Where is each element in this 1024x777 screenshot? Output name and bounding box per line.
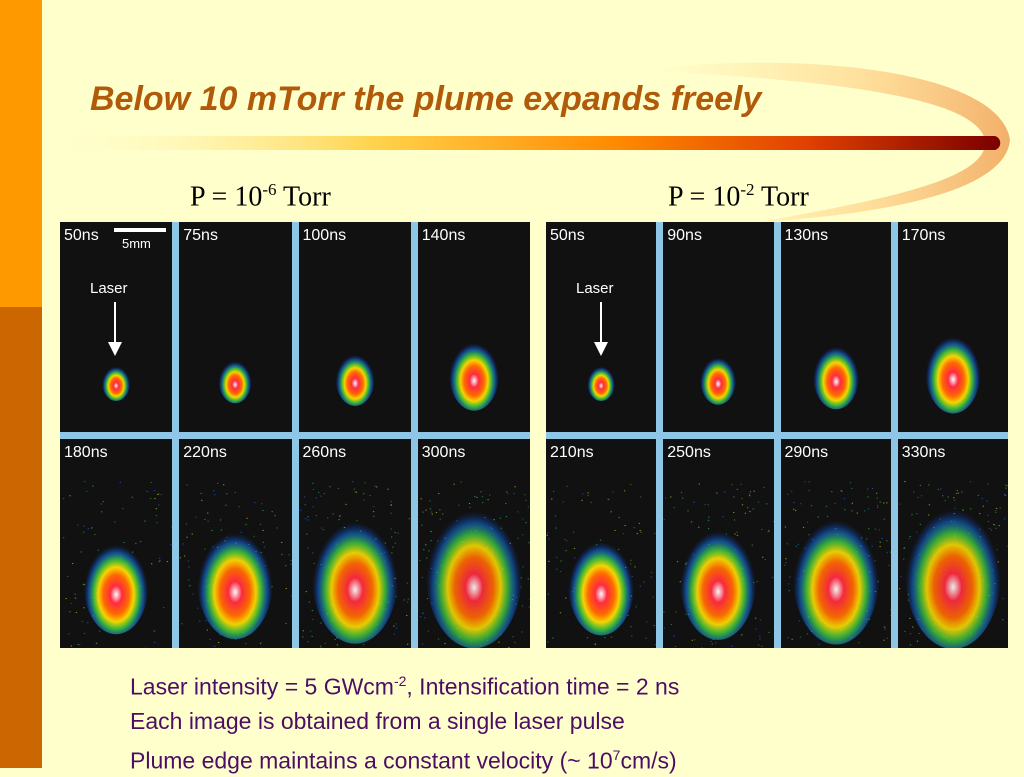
time-label: 290ns: [785, 444, 829, 462]
plume-image-panel: 210ns: [546, 439, 656, 649]
sidebar-accent-bottom: [0, 307, 42, 768]
plume-emission-image: [546, 439, 656, 649]
plume-emission-image: [60, 439, 172, 649]
time-label: 250ns: [667, 444, 711, 462]
time-label: 75ns: [183, 227, 218, 245]
laser-label: Laser: [90, 280, 128, 297]
plume-image-panel: 100ns: [299, 222, 411, 432]
time-label: 220ns: [183, 444, 227, 462]
arrow-down-icon: [102, 302, 128, 356]
plume-image-panel: 330ns: [898, 439, 1008, 649]
time-label: 140ns: [422, 227, 466, 245]
plume-emission-image: [663, 222, 773, 432]
plume-emission-image: [299, 439, 411, 649]
time-label: 130ns: [785, 227, 829, 245]
slide-title: Below 10 mTorr the plume expands freely: [90, 80, 761, 119]
plume-emission-image: [179, 222, 291, 432]
arrow-down-icon: [588, 302, 614, 356]
plume-image-panel: 140ns: [418, 222, 530, 432]
scale-bar-label: 5mm: [122, 236, 151, 251]
plume-emission-image: [299, 222, 411, 432]
plume-image-panel: 50ns Laser 5mm: [60, 222, 172, 432]
image-grid-high-pressure: 50ns Laser 90ns 130ns 170ns 210ns 250ns 290ns 33…: [546, 222, 1008, 648]
plume-image-panel: 75ns: [179, 222, 291, 432]
laser-label: Laser: [576, 280, 614, 297]
plume-image-panel: 220ns: [179, 439, 291, 649]
time-label: 260ns: [303, 444, 347, 462]
plume-image-panel: 50ns Laser: [546, 222, 656, 432]
captions: Laser intensity = 5 GWcm-2, Intensificat…: [130, 664, 679, 777]
time-label: 50ns: [64, 227, 99, 245]
plume-image-panel: 300ns: [418, 439, 530, 649]
caption-line-3: Plume edge maintains a constant velocity…: [130, 738, 679, 777]
time-label: 90ns: [667, 227, 702, 245]
plume-image-panel: 250ns: [663, 439, 773, 649]
time-label: 330ns: [902, 444, 946, 462]
time-label: 100ns: [303, 227, 347, 245]
plume-emission-image: [418, 439, 530, 649]
plume-image-panel: 260ns: [299, 439, 411, 649]
plume-emission-image: [898, 439, 1008, 649]
image-grid-low-pressure: 50ns Laser 5mm 75ns 100ns 140ns 180ns 220ns 260n…: [60, 222, 530, 648]
plume-image-panel: 180ns: [60, 439, 172, 649]
scale-bar-line: [114, 228, 166, 232]
time-label: 170ns: [902, 227, 946, 245]
time-label: 180ns: [64, 444, 108, 462]
plume-emission-image: [781, 222, 891, 432]
time-label: 300ns: [422, 444, 466, 462]
plume-emission-image: [418, 222, 530, 432]
pressure-label-low: P = 10-6 Torr: [190, 180, 331, 213]
scale-bar: 5mm: [114, 228, 170, 258]
plume-image-panel: 90ns: [663, 222, 773, 432]
caption-line-1: Laser intensity = 5 GWcm-2, Intensificat…: [130, 664, 679, 704]
pressure-label-high: P = 10-2 Torr: [668, 180, 809, 213]
plume-image-panel: 130ns: [781, 222, 891, 432]
caption-line-2: Each image is obtained from a single las…: [130, 704, 679, 738]
plume-image-panel: 290ns: [781, 439, 891, 649]
time-label: 50ns: [550, 227, 585, 245]
plume-emission-image: [179, 439, 291, 649]
time-label: 210ns: [550, 444, 594, 462]
plume-image-panel: 170ns: [898, 222, 1008, 432]
plume-emission-image: [898, 222, 1008, 432]
plume-emission-image: [781, 439, 891, 649]
plume-emission-image: [663, 439, 773, 649]
